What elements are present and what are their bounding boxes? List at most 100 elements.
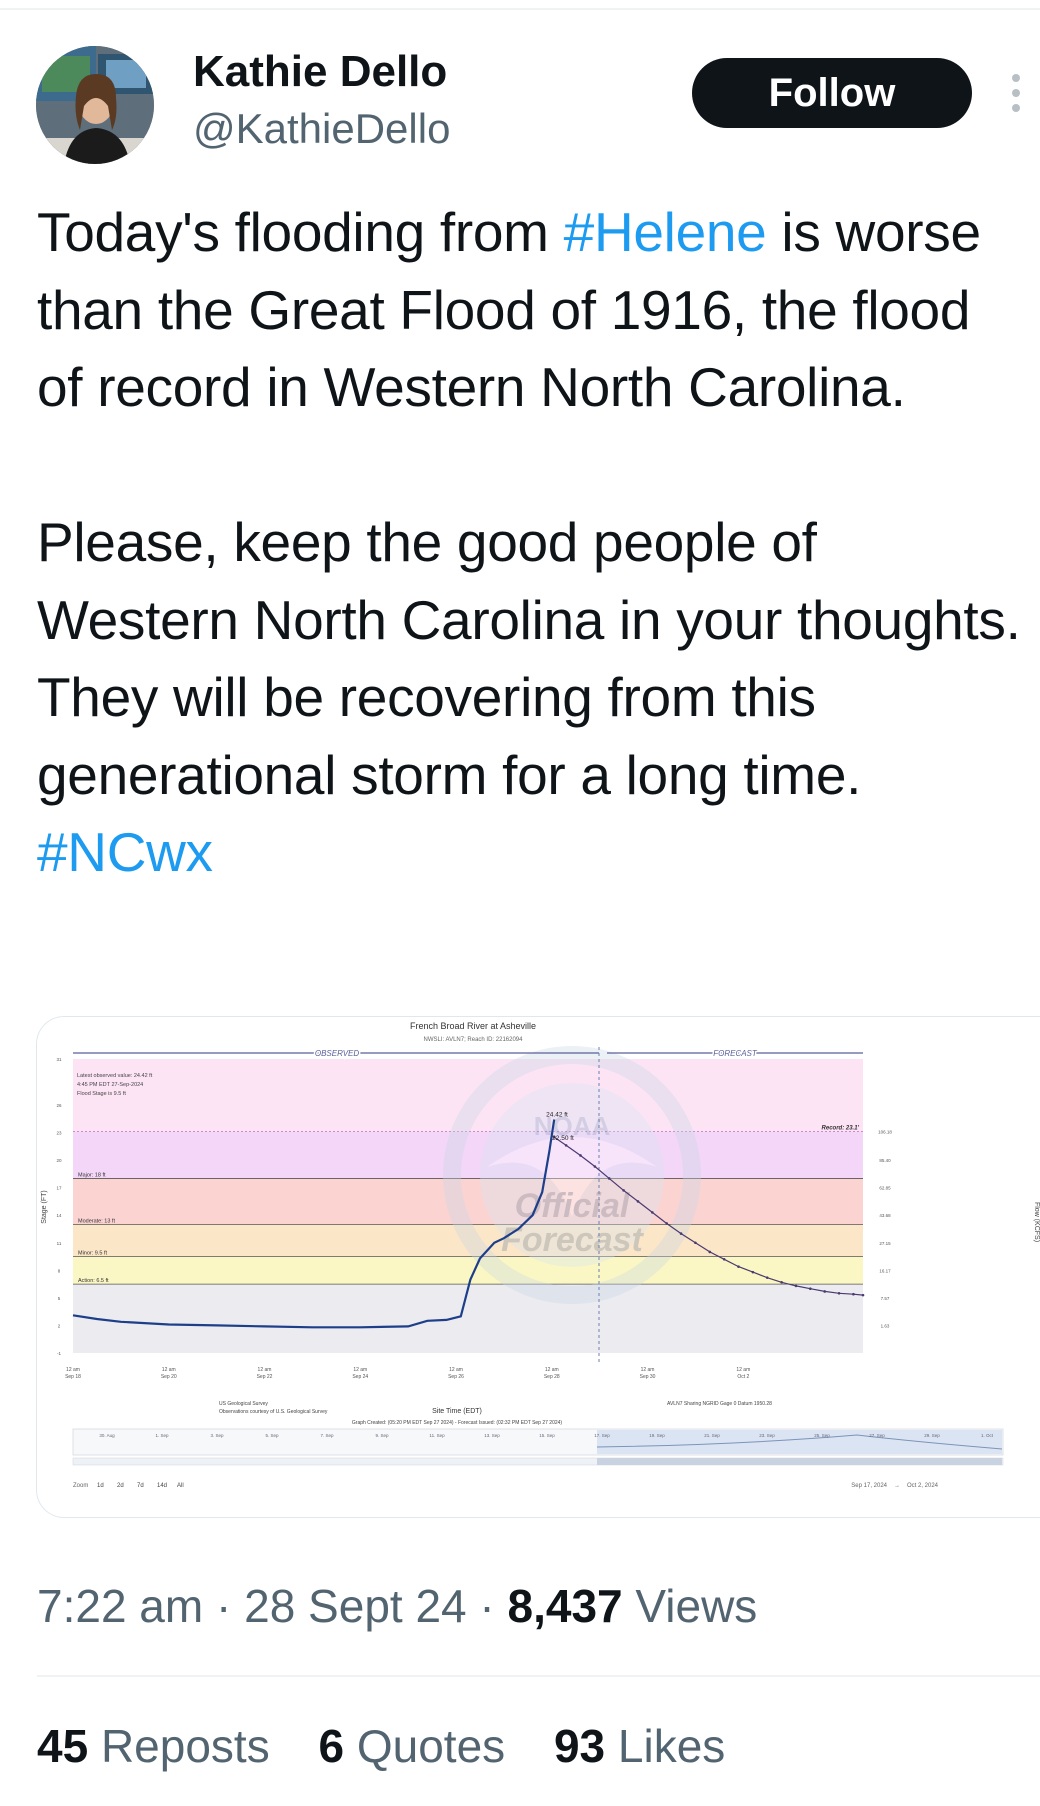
flood-band-record xyxy=(73,1059,863,1132)
forecast-point xyxy=(809,1287,812,1290)
category-label-major: Major: 18 ft xyxy=(78,1172,106,1178)
stage-tick-label: 31 xyxy=(56,1057,62,1062)
range-navigator-selection[interactable] xyxy=(597,1430,1002,1454)
flood-band-minor xyxy=(73,1224,863,1257)
forecast-peak-label: 22.50 ft xyxy=(552,1135,574,1142)
zoom-option-1d[interactable]: 1d xyxy=(97,1483,104,1489)
author-name[interactable]: Kathie Dello xyxy=(193,47,448,96)
latest-observed-line: 4:45 PM EDT 27-Sep-2024 xyxy=(77,1082,143,1088)
forecast-point xyxy=(861,1293,865,1297)
hydrograph-title: French Broad River at Asheville xyxy=(410,1021,536,1031)
category-label-record: Record: 23.1' xyxy=(822,1126,860,1132)
forecast-point xyxy=(679,1232,683,1235)
tweet-text-segment: Today's flooding from xyxy=(37,201,564,263)
watermark-line-3: Forecast xyxy=(501,1221,644,1259)
navigator-series-line xyxy=(596,1434,1003,1450)
observed-peak-label: 24.42 ft xyxy=(546,1111,568,1118)
x-tick-label: 12 am xyxy=(641,1367,655,1373)
stage-tick-label: 26 xyxy=(56,1103,62,1108)
range-arrow: → xyxy=(894,1483,900,1489)
stage-tick-label: 5 xyxy=(58,1296,61,1301)
observed-label: OBSERVED xyxy=(315,1049,360,1058)
more-options-icon[interactable] xyxy=(1008,74,1024,118)
stage-tick-label: 14 xyxy=(56,1213,62,1218)
tweet-date[interactable]: 28 Sept 24 xyxy=(244,1580,467,1632)
flow-tick-label: 62.85 xyxy=(879,1186,891,1191)
reposts-stat[interactable]: 45 Reposts xyxy=(37,1720,270,1772)
x-tick-label: Sep 22 xyxy=(257,1374,273,1380)
quotes-count: 6 xyxy=(318,1720,345,1772)
zoom-option-2d[interactable]: 2d xyxy=(117,1483,124,1489)
navigator-date-label: 9. Sep xyxy=(375,1433,389,1438)
navigator-date-label: 11. Sep xyxy=(429,1433,445,1438)
navigator-scrollbar[interactable] xyxy=(72,1457,1004,1466)
views-label[interactable]: Views xyxy=(622,1580,758,1632)
forecast-point xyxy=(751,1270,755,1274)
x-tick-label: 12 am xyxy=(353,1367,367,1373)
zoom-option-14d[interactable]: 14d xyxy=(157,1483,167,1489)
flood-band-major xyxy=(73,1131,863,1179)
x-tick-label: Sep 28 xyxy=(544,1374,560,1380)
navigator-date-label: 23. Sep xyxy=(759,1433,775,1438)
navigator-date-label: 17. Sep xyxy=(594,1433,610,1438)
avatar[interactable] xyxy=(36,46,154,164)
forecast-point xyxy=(593,1165,597,1168)
x-tick-label: Sep 20 xyxy=(161,1374,177,1380)
likes-label: Likes xyxy=(605,1720,726,1772)
hydrograph-chart: NOAA Official Forecast French Broad Rive… xyxy=(41,1021,1040,1489)
category-label-action: Action: 6.5 ft xyxy=(78,1278,109,1284)
tweet-meta: 7:22 am · 28 Sept 24 · 8,437 Views xyxy=(37,1578,757,1634)
views-count[interactable]: 8,437 xyxy=(507,1580,623,1632)
navigator-date-label: 21. Sep xyxy=(704,1433,720,1438)
navigator-date-label: 25. Sep xyxy=(814,1433,830,1438)
x-tick-label: 12 am xyxy=(66,1367,80,1373)
flood-band-moderate xyxy=(73,1178,863,1225)
latest-observed-line: Latest observed value: 24.42 ft xyxy=(77,1073,153,1079)
author-handle[interactable]: @KathieDello xyxy=(193,105,451,152)
stage-tick-label: 11 xyxy=(57,1241,62,1246)
noaa-bird-icon xyxy=(487,1137,657,1217)
hashtag-ncwx-link[interactable]: #NCwx xyxy=(37,821,213,883)
zoom-option-all[interactable]: All xyxy=(177,1483,184,1489)
likes-stat[interactable]: 93 Likes xyxy=(554,1720,725,1772)
flow-tick-label: 7.57 xyxy=(881,1296,890,1301)
stage-tick-label: 17 xyxy=(56,1186,62,1191)
stage-tick-label: 23 xyxy=(56,1131,62,1136)
quotes-stat[interactable]: 6 Quotes xyxy=(318,1720,505,1772)
x-tick-label: 12 am xyxy=(449,1367,463,1373)
tweet-text-segment: is worse than the Great Flood of 1916, t… xyxy=(37,201,981,418)
noaa-watermark-ring xyxy=(443,1046,701,1304)
navigator-date-label: 29. Sep xyxy=(924,1433,940,1438)
media-image-hydrograph[interactable]: NOAA Official Forecast French Broad Rive… xyxy=(36,1016,1040,1518)
forecast-point xyxy=(651,1211,654,1214)
meta-divider xyxy=(37,1675,1040,1677)
tweet-time[interactable]: 7:22 am xyxy=(37,1580,204,1632)
reposts-count: 45 xyxy=(37,1720,89,1772)
forecast-point xyxy=(780,1280,783,1284)
forecast-point xyxy=(852,1292,855,1296)
stage-tick-label: 2 xyxy=(58,1323,61,1328)
stage-tick-label: 20 xyxy=(56,1158,62,1163)
forecast-point xyxy=(794,1284,798,1288)
latest-observed-line: Flood Stage is 9.5 ft xyxy=(77,1091,126,1097)
forecast-point xyxy=(722,1257,726,1261)
forecast-point xyxy=(636,1200,640,1203)
follow-button[interactable]: Follow xyxy=(692,58,972,128)
range-end-date[interactable]: Oct 2, 2024 xyxy=(907,1483,939,1489)
tweet-paragraph-2: Please, keep the good people of Western … xyxy=(37,504,1027,892)
hashtag-helene-link[interactable]: #Helene xyxy=(563,201,767,263)
range-start-date[interactable]: Sep 17, 2024 xyxy=(851,1483,887,1489)
flow-tick-label: 27.15 xyxy=(879,1241,891,1246)
tweet-paragraph-1: Today's flooding from #Helene is worse t… xyxy=(37,194,1027,427)
x-tick-label: 12 am xyxy=(162,1367,176,1373)
forecast-point xyxy=(694,1241,697,1245)
quotes-label: Quotes xyxy=(344,1720,506,1772)
navigator-date-label: 30. Aug xyxy=(99,1433,115,1438)
navigator-date-label: 15. Sep xyxy=(539,1433,555,1438)
flow-tick-label: 16.17 xyxy=(879,1268,891,1273)
zoom-option-7d[interactable]: 7d xyxy=(137,1483,144,1489)
navigator-scrollbar-thumb[interactable] xyxy=(597,1458,1002,1465)
flow-tick-label: 106.18 xyxy=(878,1130,892,1135)
navigator-date-label: 3. Sep xyxy=(210,1433,224,1438)
navigator-date-label: 19. Sep xyxy=(649,1433,665,1438)
